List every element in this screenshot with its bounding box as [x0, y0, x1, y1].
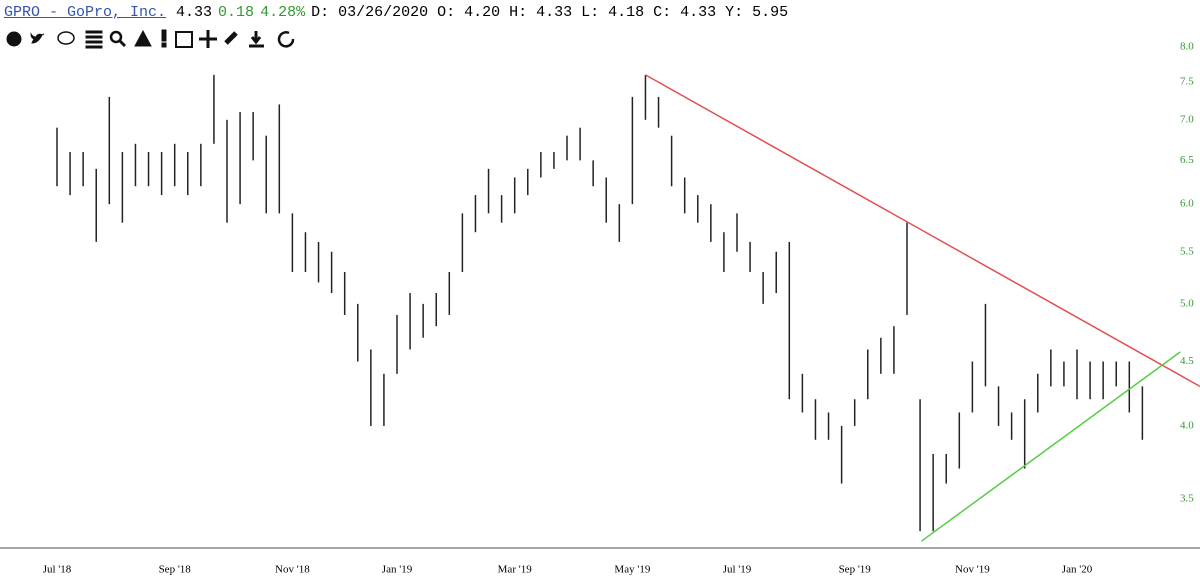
dashboard-icon[interactable] [6, 31, 22, 47]
list-icon[interactable] [85, 30, 103, 49]
toolbar [6, 29, 295, 49]
alert-icon[interactable] [134, 29, 152, 47]
x-tick-label: Sep '19 [839, 564, 872, 576]
x-tick-label: Nov '19 [955, 564, 990, 576]
symbol-link[interactable]: GPRO - GoPro, Inc. [4, 4, 167, 21]
change-pct: 4.28% [260, 4, 306, 21]
y-tick-label: 7.5 [1180, 76, 1194, 88]
link-icon[interactable] [224, 31, 238, 45]
x-tick-label: Jul '19 [723, 564, 752, 576]
move-icon[interactable] [199, 30, 217, 48]
x-tick-label: Jan '20 [1062, 564, 1093, 576]
x-tick-label: Mar '19 [498, 564, 533, 576]
calendar-icon[interactable] [175, 31, 193, 48]
trendline [920, 351, 1181, 542]
quote-header: GPRO - GoPro, Inc. 4.33 0.18 4.28% D: 03/26/… [4, 4, 794, 21]
y-tick-label: 6.0 [1180, 198, 1194, 210]
y-tick-label: 5.0 [1180, 297, 1194, 309]
search-icon[interactable] [109, 30, 127, 48]
y-tick-label: 3.5 [1180, 493, 1194, 505]
twitter-icon[interactable] [30, 32, 45, 44]
refresh-icon[interactable] [277, 31, 295, 48]
download-icon[interactable] [249, 31, 264, 48]
y-tick-label: 5.5 [1180, 245, 1194, 257]
details: D: 03/26/2020 O: 4.20 H: 4.33 L: 4.18 C:… [311, 4, 789, 21]
x-tick-label: May '19 [614, 564, 650, 576]
y-tick-label: 4.0 [1180, 419, 1194, 431]
trendline [645, 74, 1200, 388]
y-tick-label: 6.5 [1180, 154, 1194, 166]
x-tick-label: Nov '18 [275, 564, 310, 576]
x-tick-label: Jan '19 [382, 564, 413, 576]
x-tick-label: Sep '18 [159, 564, 192, 576]
change: 0.18 [218, 4, 255, 21]
exclaim-icon[interactable] [161, 29, 167, 48]
y-tick-label: 8.0 [1180, 40, 1194, 52]
y-tick-label: 7.0 [1180, 113, 1194, 125]
y-tick-label: 4.5 [1180, 355, 1194, 367]
x-tick-label: Jul '18 [43, 564, 72, 576]
comment-icon[interactable] [57, 31, 75, 45]
price: 4.33 [176, 4, 213, 21]
